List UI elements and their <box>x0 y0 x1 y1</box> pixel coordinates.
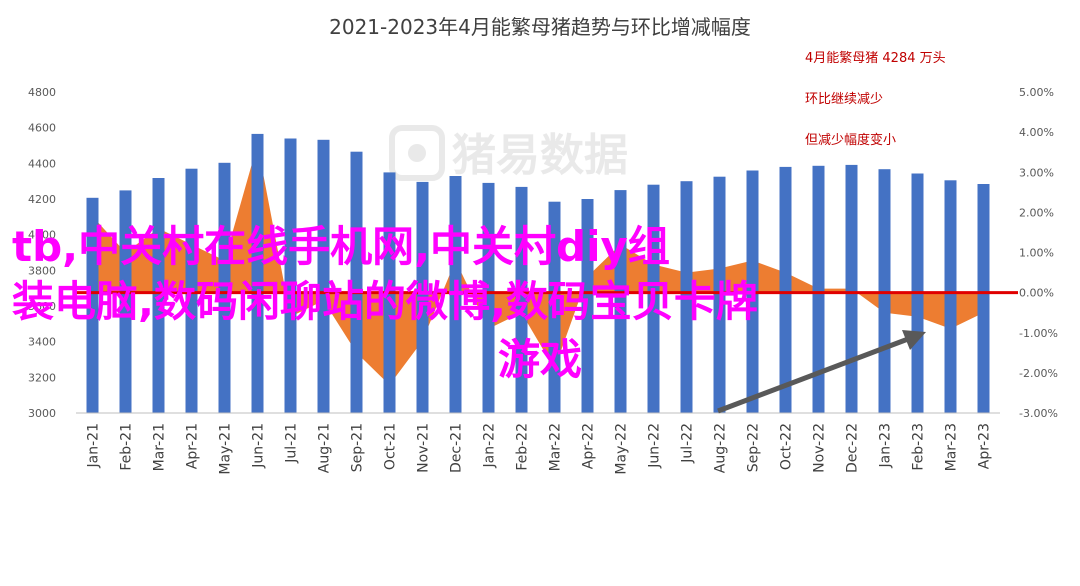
x-tick-label: Jan-23 <box>878 423 894 468</box>
bar <box>317 139 330 414</box>
x-tick-label: Mar-22 <box>548 423 564 471</box>
x-tick-label: Mar-21 <box>152 423 168 471</box>
bar <box>878 169 891 413</box>
bar <box>251 133 264 413</box>
x-tick-label: Jul-22 <box>680 423 696 464</box>
x-tick-label: Feb-23 <box>911 423 927 471</box>
x-tick-label: Nov-21 <box>416 423 432 473</box>
x-tick-label: Feb-22 <box>515 423 531 471</box>
chart-title: 2021-2023年4月能繁母猪趋势与环比增减幅度 <box>329 15 751 39</box>
y-left-tick-label: 3600 <box>28 300 56 313</box>
watermark-logo-icon <box>389 125 445 181</box>
x-tick-label: Dec-21 <box>449 423 465 473</box>
y-right-tick-label: 2.00% <box>1019 206 1054 219</box>
bar <box>416 181 429 413</box>
x-tick-label: Aug-21 <box>317 423 333 473</box>
x-tick-label: Jun-22 <box>647 423 663 469</box>
watermark-logo-dot <box>408 144 426 162</box>
x-tick-label: Oct-21 <box>383 423 399 470</box>
y-right-tick-label: 5.00% <box>1019 86 1054 99</box>
y-right-tick-label: -3.00% <box>1019 407 1058 420</box>
bar <box>944 180 957 413</box>
bar <box>713 176 726 413</box>
bar <box>185 168 198 413</box>
y-left-tick-label: 4800 <box>28 86 56 99</box>
bar <box>779 166 792 413</box>
trend-arrow <box>717 330 926 414</box>
overlay-line-3: 游戏 <box>498 335 582 384</box>
bar <box>548 201 561 413</box>
overlay-line-2: 装电脑,数码闲聊站的微博,数码宝贝卡牌 <box>12 277 758 326</box>
trend-arrow-head-icon <box>902 330 926 350</box>
watermark: 猪易数据 <box>389 125 628 181</box>
x-tick-label: Apr-22 <box>581 423 597 469</box>
y-right-tick-label: 4.00% <box>1019 126 1054 139</box>
bar <box>218 162 231 413</box>
bar <box>515 186 528 413</box>
x-tick-label: Sep-21 <box>350 423 366 472</box>
x-tick-label: Jan-22 <box>482 423 498 468</box>
watermark-text: 猪易数据 <box>452 130 628 181</box>
trend-arrow-line <box>717 333 917 414</box>
bar <box>482 182 495 413</box>
x-tick-label: Aug-22 <box>713 423 729 473</box>
y-right-tick-label: -1.00% <box>1019 327 1058 340</box>
x-tick-label: Mar-23 <box>944 423 960 471</box>
y-left-tick-label: 3400 <box>28 336 56 349</box>
x-tick-label: Jun-21 <box>251 423 267 469</box>
x-tick-label: Apr-21 <box>185 423 201 469</box>
x-tick-label: Jan-21 <box>86 423 102 468</box>
bar <box>449 176 462 413</box>
x-tick-label: Nov-22 <box>812 423 828 473</box>
bar <box>977 184 990 413</box>
x-tick-label: May-22 <box>614 423 630 475</box>
y-left-tick-label: 3200 <box>28 371 56 384</box>
x-tick-label: Oct-22 <box>779 423 795 470</box>
bar <box>812 165 825 413</box>
y-right-tick-label: -2.00% <box>1019 367 1058 380</box>
overlay-text: tb,中关村在线手机网,中关村diy组 装电脑,数码闲聊站的微博,数码宝贝卡牌 … <box>12 222 758 384</box>
y-right-tick-label: 0.00% <box>1019 287 1054 300</box>
annotation-group: 4月能繁母猪 4284 万头 环比继续减少 但减少幅度变小 <box>805 50 946 148</box>
annotation-3: 但减少幅度变小 <box>805 132 896 148</box>
x-tick-label: Jul-21 <box>284 423 300 464</box>
y-left-tick-label: 4400 <box>28 157 56 170</box>
x-tick-label: Apr-23 <box>977 423 993 469</box>
bar <box>350 151 363 413</box>
y-left-tick-label: 4000 <box>28 229 56 242</box>
y-left-tick-label: 4200 <box>28 193 56 206</box>
y-right-tick-label: 3.00% <box>1019 166 1054 179</box>
x-tick-label: May-21 <box>218 423 234 475</box>
x-tick-label: Sep-22 <box>746 423 762 472</box>
bar <box>152 178 165 413</box>
y-left-tick-label: 4600 <box>28 122 56 135</box>
x-tick-label: Dec-22 <box>845 423 861 473</box>
annotation-1: 4月能繁母猪 4284 万头 <box>805 50 946 66</box>
bar <box>581 199 594 413</box>
bar <box>119 190 132 413</box>
y-right-tick-label: 1.00% <box>1019 247 1054 260</box>
bar <box>680 181 693 413</box>
y-left-tick-label: 3800 <box>28 264 56 277</box>
plot-layer <box>76 133 1018 414</box>
bar <box>284 138 297 413</box>
axes-layer: 3000 3200 3400 3600 3800 4000 4200 4400 4600 4800… <box>28 86 1058 475</box>
overlay-line-1: tb,中关村在线手机网,中关村diy组 <box>12 222 670 271</box>
area-series <box>92 144 984 385</box>
x-tick-label: Feb-21 <box>119 423 135 471</box>
bar <box>614 190 627 413</box>
bar <box>647 184 660 413</box>
annotation-2: 环比继续减少 <box>805 92 883 107</box>
y-left-tick-label: 3000 <box>28 407 56 420</box>
bar <box>86 197 99 413</box>
bar <box>845 164 858 413</box>
